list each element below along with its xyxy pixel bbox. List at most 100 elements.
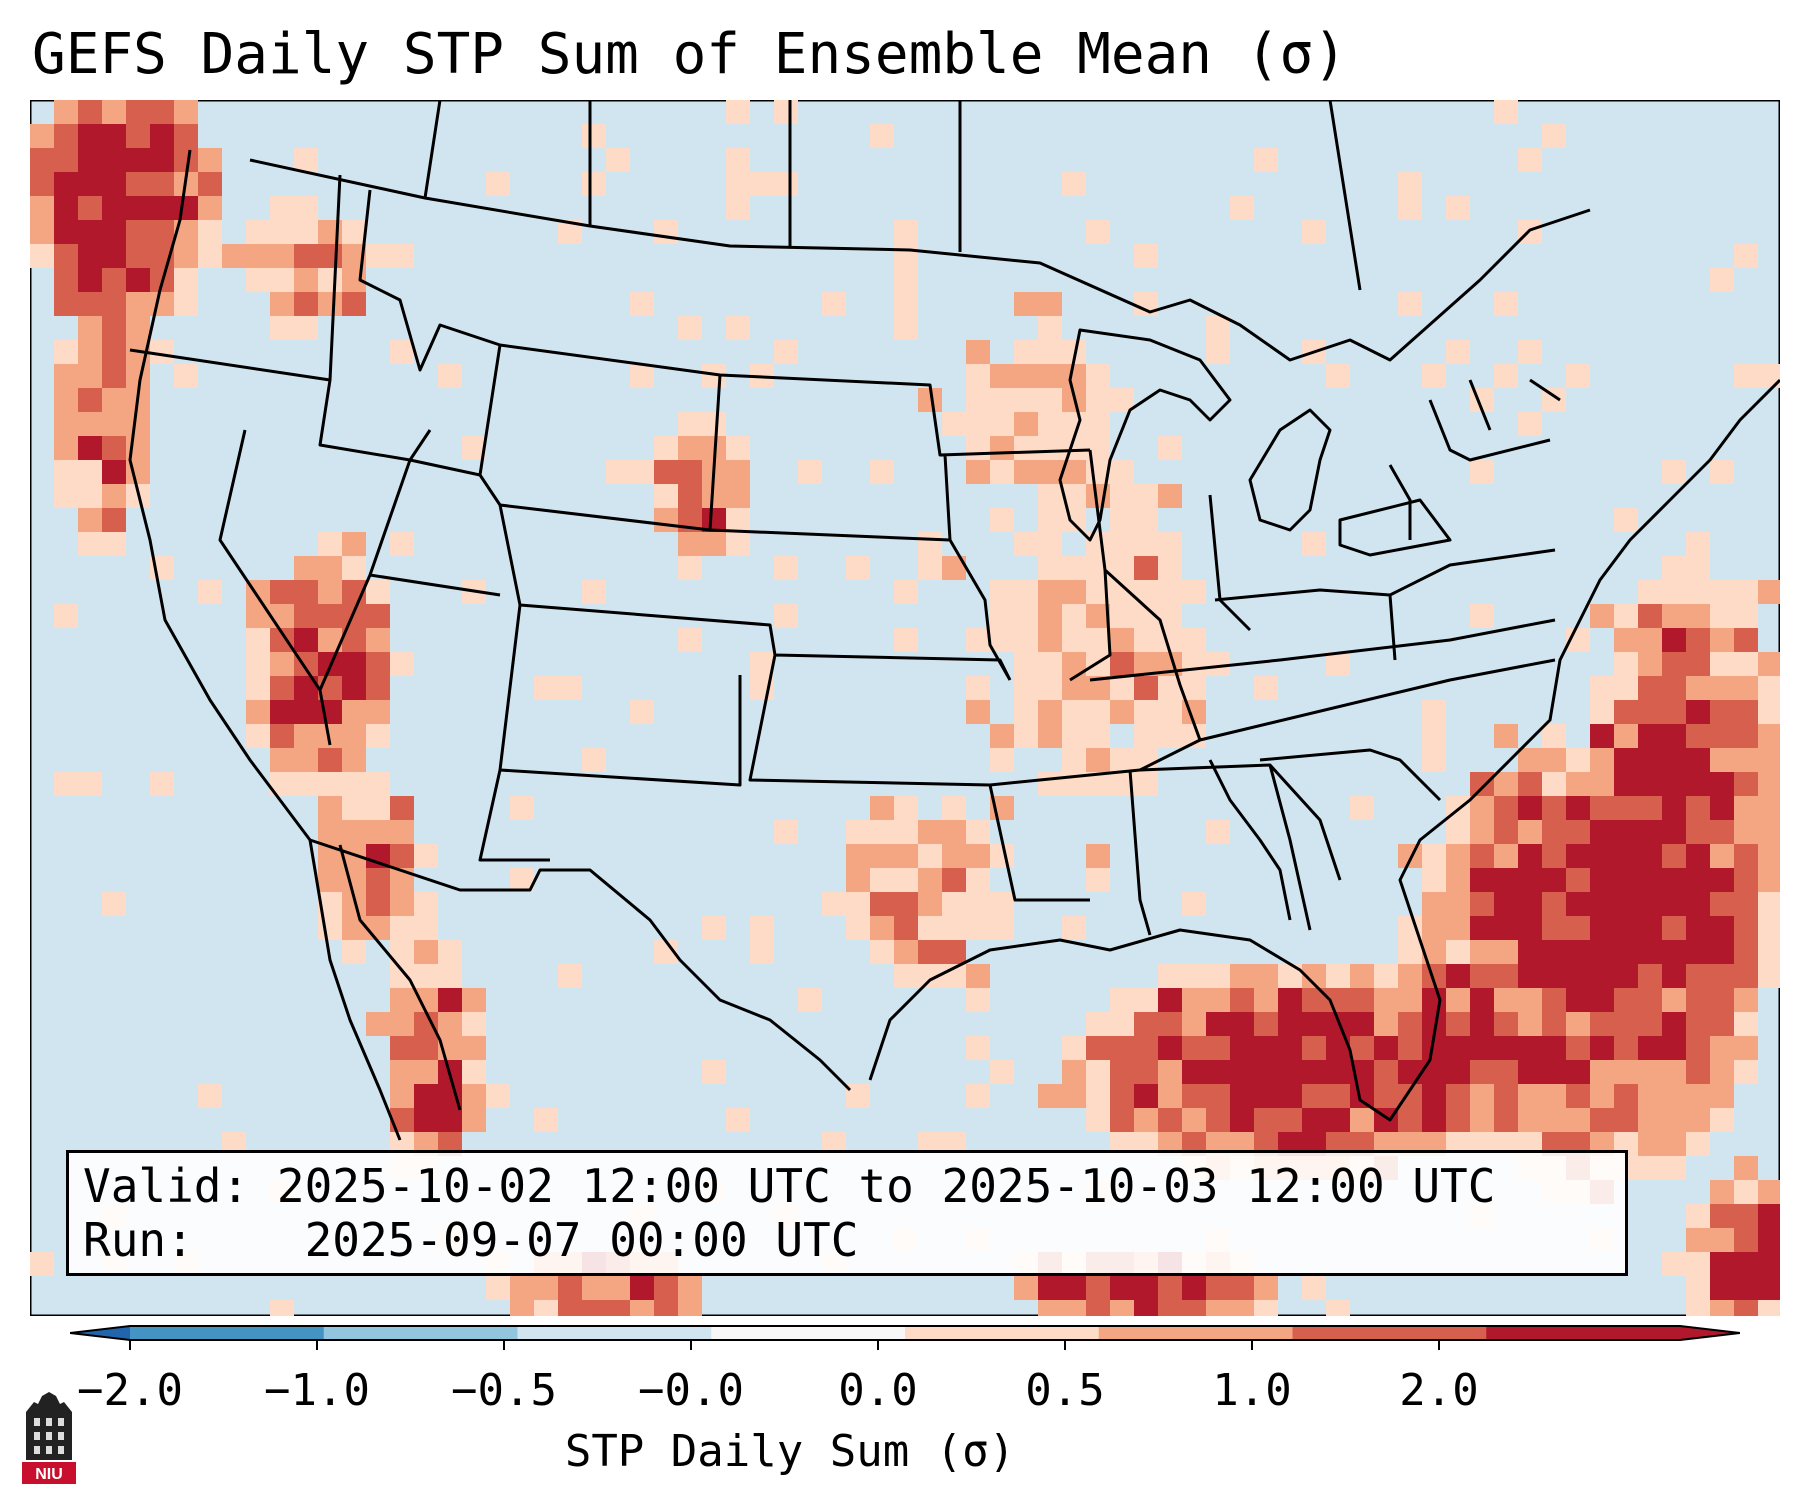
heat-cell (1326, 1084, 1350, 1108)
heat-cell (1158, 436, 1182, 460)
heat-cell (1518, 988, 1542, 1012)
heat-cell (1638, 796, 1662, 820)
heat-cell (966, 436, 990, 460)
heat-cell (1542, 724, 1566, 748)
heat-cell (894, 220, 918, 244)
heat-cell (102, 388, 126, 412)
heat-cell (1662, 748, 1686, 772)
heat-cell (1470, 460, 1494, 484)
heat-cell (894, 916, 918, 940)
heat-cell (1590, 1060, 1614, 1084)
heat-cell (1110, 676, 1134, 700)
heat-cell (1758, 820, 1780, 844)
heat-cell (1398, 1060, 1422, 1084)
heat-cell (1398, 844, 1422, 868)
heat-cell (1278, 1036, 1302, 1060)
heat-cell (1542, 820, 1566, 844)
heat-cell (534, 1108, 558, 1132)
heat-cell (1566, 988, 1590, 1012)
heat-cell (654, 1300, 678, 1316)
heat-cell (966, 628, 990, 652)
heat-cell (1710, 700, 1734, 724)
heat-cell (1470, 820, 1494, 844)
heat-cell (1662, 1012, 1686, 1036)
heat-cell (1038, 676, 1062, 700)
heat-cell (1230, 988, 1254, 1012)
colorbar-over-arrow (1680, 1326, 1740, 1340)
heat-cell (1326, 364, 1350, 388)
heat-cell (1374, 988, 1398, 1012)
heat-cell (1614, 676, 1638, 700)
heat-cell (894, 316, 918, 340)
heat-cell (438, 940, 462, 964)
heat-cell (1158, 484, 1182, 508)
heat-cell (102, 484, 126, 508)
heat-cell (1662, 964, 1686, 988)
heat-cell (1614, 892, 1638, 916)
heat-cell (966, 1084, 990, 1108)
heat-cell (54, 244, 78, 268)
heat-cell (630, 292, 654, 316)
heat-cell (1494, 1036, 1518, 1060)
heat-cell (1686, 748, 1710, 772)
heat-cell (1542, 772, 1566, 796)
heat-cell (1134, 1108, 1158, 1132)
heat-cell (1182, 1276, 1206, 1300)
heat-cell (990, 916, 1014, 940)
heat-cell (1638, 1132, 1662, 1156)
heat-cell (1086, 724, 1110, 748)
heat-cell (318, 532, 342, 556)
heat-cell (1206, 964, 1230, 988)
heat-cell (630, 1300, 654, 1316)
heat-cell (1254, 1300, 1278, 1316)
heat-cell (510, 1276, 534, 1300)
heat-cell (894, 940, 918, 964)
heat-cell (1686, 652, 1710, 676)
heat-cell (1206, 1060, 1230, 1084)
heat-cell (606, 460, 630, 484)
heat-cell (1758, 868, 1780, 892)
heat-cell (1350, 796, 1374, 820)
colorbar-tick-label: 0.5 (1025, 1365, 1105, 1416)
heat-cell (1710, 460, 1734, 484)
heat-cell (126, 316, 150, 340)
heat-cell (1134, 628, 1158, 652)
heat-cell (1230, 1084, 1254, 1108)
heat-cell (1662, 1132, 1686, 1156)
heat-cell (246, 244, 270, 268)
heat-cell (1686, 1228, 1710, 1252)
state-borders (128, 100, 1780, 1141)
heat-cell (1542, 892, 1566, 916)
heat-cell (702, 1060, 726, 1084)
heat-cell (174, 364, 198, 388)
heat-cell (1710, 1084, 1734, 1108)
heat-cell (1566, 1036, 1590, 1060)
heat-cell (1038, 412, 1062, 436)
heat-cell (294, 148, 318, 172)
heat-cell (1350, 1084, 1374, 1108)
heat-cell (750, 172, 774, 196)
heat-cell (1446, 196, 1470, 220)
heat-cell (126, 172, 150, 196)
heat-cell (78, 412, 102, 436)
heat-cell (870, 820, 894, 844)
heat-cell (1038, 316, 1062, 340)
heat-cell (1038, 772, 1062, 796)
heat-cell (1014, 652, 1038, 676)
colorbar-segment (905, 1326, 1100, 1340)
colorbar-segment (1292, 1326, 1487, 1340)
heat-cell (1206, 1108, 1230, 1132)
heat-cell (102, 292, 126, 316)
heat-cell (1758, 1276, 1780, 1300)
heat-cell (1590, 1084, 1614, 1108)
colorbar-title: STP Daily Sum (σ) (564, 1426, 1016, 1477)
heat-cell (582, 124, 606, 148)
heat-cell (1590, 916, 1614, 940)
heat-cell (1470, 796, 1494, 820)
heat-cell (462, 1060, 486, 1084)
heat-cell (414, 988, 438, 1012)
heat-cell (1446, 844, 1470, 868)
heat-cell (1446, 988, 1470, 1012)
heat-cell (726, 460, 750, 484)
heat-cell (1206, 820, 1230, 844)
